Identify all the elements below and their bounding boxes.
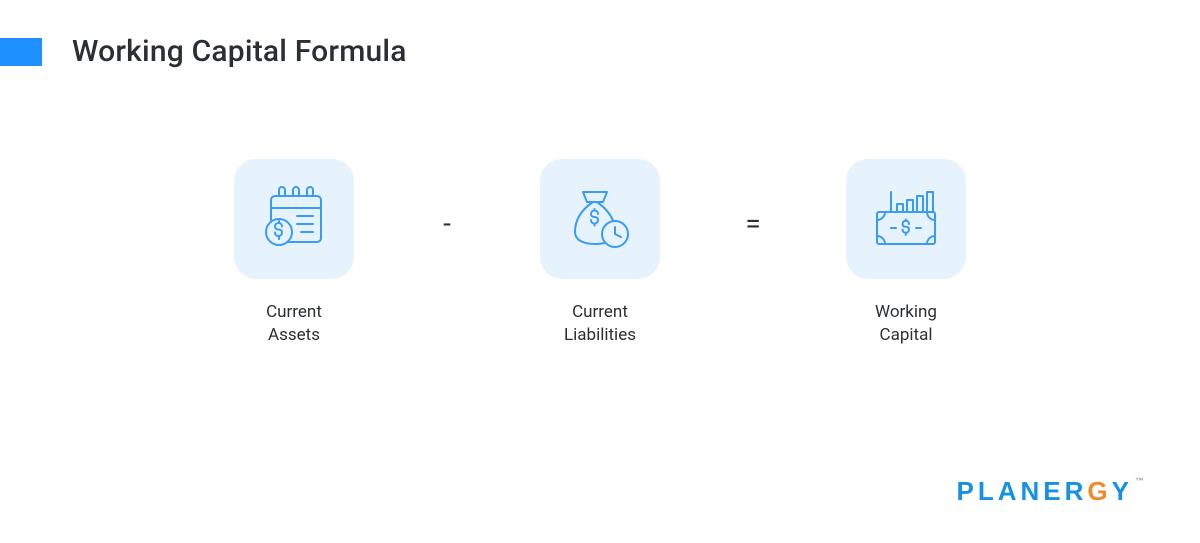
operator-equals: = xyxy=(738,207,768,240)
cash-chart-icon xyxy=(869,182,943,256)
label-line: Working xyxy=(875,302,937,322)
logo-text-post: Y xyxy=(1112,476,1133,506)
logo-tm: ™ xyxy=(1135,476,1144,486)
formula-row: Current Assets - xyxy=(0,159,1200,347)
term-label: Current Liabilities xyxy=(564,301,636,347)
icon-tile xyxy=(846,159,966,279)
icon-tile xyxy=(540,159,660,279)
page-title: Working Capital Formula xyxy=(72,34,407,69)
calendar-dollar-icon xyxy=(257,182,331,256)
term-label: Working Capital xyxy=(875,301,937,347)
term-current-assets: Current Assets xyxy=(214,159,374,347)
money-bag-clock-icon xyxy=(563,182,637,256)
accent-bar xyxy=(0,38,42,66)
term-current-liabilities: Current Liabilities xyxy=(520,159,680,347)
label-line: Assets xyxy=(268,325,320,345)
label-line: Current xyxy=(572,302,628,322)
icon-tile xyxy=(234,159,354,279)
logo-text-accent: G xyxy=(1087,476,1111,506)
label-line: Current xyxy=(266,302,322,322)
term-working-capital: Working Capital xyxy=(826,159,986,347)
logo-text-pre: PLANER xyxy=(957,476,1088,506)
label-line: Capital xyxy=(880,325,933,345)
label-line: Liabilities xyxy=(564,325,636,345)
header: Working Capital Formula xyxy=(0,0,1200,69)
brand-logo: PLANERGY™ xyxy=(957,476,1144,507)
operator-minus: - xyxy=(432,207,462,240)
term-label: Current Assets xyxy=(266,301,322,347)
